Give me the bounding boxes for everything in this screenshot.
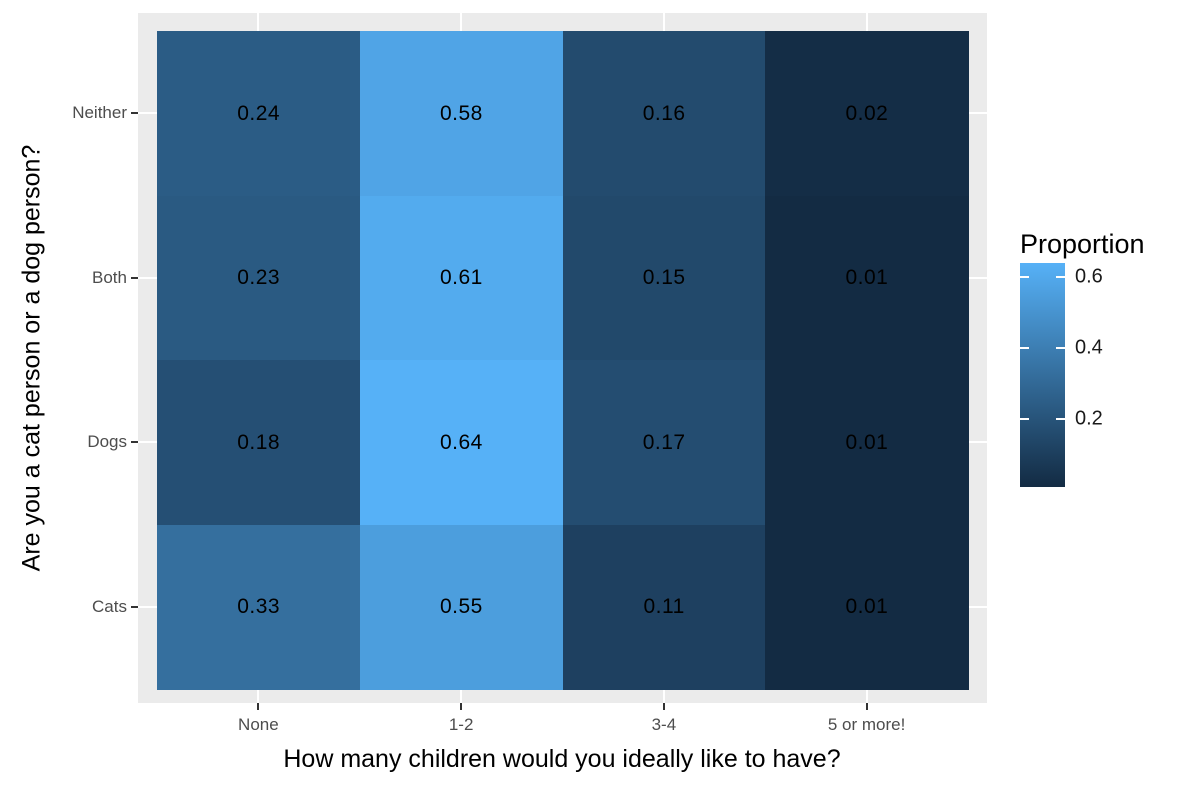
- y-axis-title: Are you a cat person or a dog person?: [17, 144, 46, 572]
- legend-tick: [1020, 418, 1029, 421]
- cell-value-label: 0.01: [845, 430, 889, 454]
- x-tick-label: None: [238, 715, 279, 734]
- legend-tick: [1020, 347, 1029, 350]
- heatmap-cell: 0.23: [157, 195, 361, 361]
- heatmap-cell: 0.15: [562, 195, 766, 361]
- x-tick-label: 3-4: [651, 715, 677, 734]
- cell-value-label: 0.64: [439, 430, 483, 454]
- heatmap-cell: 0.16: [562, 31, 766, 196]
- x-axis-tick: [460, 703, 463, 710]
- cell-value-label: 0.61: [439, 266, 483, 289]
- cell-value-label: 0.58: [439, 101, 483, 125]
- x-tick-label: 5 or more!: [827, 715, 906, 734]
- heatmap-cell: 0.64: [359, 360, 563, 525]
- y-axis-tick: [131, 276, 138, 279]
- x-axis-tick: [865, 703, 868, 710]
- y-tick-label: Both: [92, 267, 127, 287]
- heatmap-tiles: 0.24 0.58 0.16 0.02 0.23 0.61 0.15 0.01 0.18 0.64…: [157, 31, 969, 690]
- cell-value-label: 0.01: [845, 266, 889, 289]
- cell-value-label: 0.11: [643, 595, 685, 618]
- heatmap-cell: 0.17: [562, 360, 766, 525]
- x-axis-title: How many children would you ideally like…: [283, 745, 841, 773]
- heatmap-cell: 0.61: [359, 195, 563, 361]
- plot-panel: 0.24 0.58 0.16 0.02 0.23 0.61 0.15 0.01 0.18 0.64…: [138, 13, 987, 703]
- x-axis-tick: [662, 703, 665, 710]
- heatmap-cell: 0.02: [765, 31, 969, 196]
- cell-value-label: 0.16: [642, 101, 686, 125]
- x-tick-label: 1-2: [448, 715, 474, 734]
- cell-value-label: 0.33: [237, 595, 281, 618]
- x-axis-tick: [257, 703, 260, 710]
- legend-title: Proportion: [1020, 229, 1145, 259]
- cell-value-label: 0.15: [642, 266, 686, 289]
- cell-value-label: 0.24: [237, 101, 281, 125]
- y-tick-label: Dogs: [87, 432, 127, 452]
- heatmap-cell: 0.01: [765, 524, 969, 690]
- y-axis-tick: [131, 605, 138, 608]
- legend-tick: [1056, 276, 1065, 279]
- legend-tick-label: 0.6: [1075, 265, 1103, 288]
- cell-value-label: 0.18: [237, 430, 281, 454]
- legend-tick-label: 0.2: [1075, 407, 1103, 430]
- cell-value-label: 0.55: [439, 595, 483, 618]
- legend-tick: [1056, 347, 1065, 350]
- heatmap-cell: 0.24: [157, 31, 361, 196]
- cell-value-label: 0.23: [237, 266, 281, 289]
- heatmap-cell: 0.55: [359, 524, 563, 690]
- legend-tick: [1020, 276, 1029, 279]
- cell-value-label: 0.01: [845, 595, 889, 618]
- cell-value-label: 0.02: [845, 101, 889, 125]
- heatmap-cell: 0.33: [157, 524, 361, 690]
- legend-tick-label: 0.4: [1075, 336, 1103, 359]
- heatmap-cell: 0.58: [359, 31, 563, 196]
- heatmap-cell: 0.01: [765, 360, 969, 525]
- heatmap-cell: 0.18: [157, 360, 361, 525]
- y-tick-label: Neither: [72, 103, 127, 123]
- legend-tick: [1056, 418, 1065, 421]
- y-axis-tick: [131, 441, 138, 444]
- legend-colorbar: [1020, 263, 1065, 487]
- heatmap-cell: 0.11: [562, 524, 766, 690]
- cell-value-label: 0.17: [642, 430, 686, 454]
- heatmap-cell: 0.01: [765, 195, 969, 361]
- y-tick-label: Cats: [92, 596, 127, 616]
- y-axis-tick: [131, 112, 138, 115]
